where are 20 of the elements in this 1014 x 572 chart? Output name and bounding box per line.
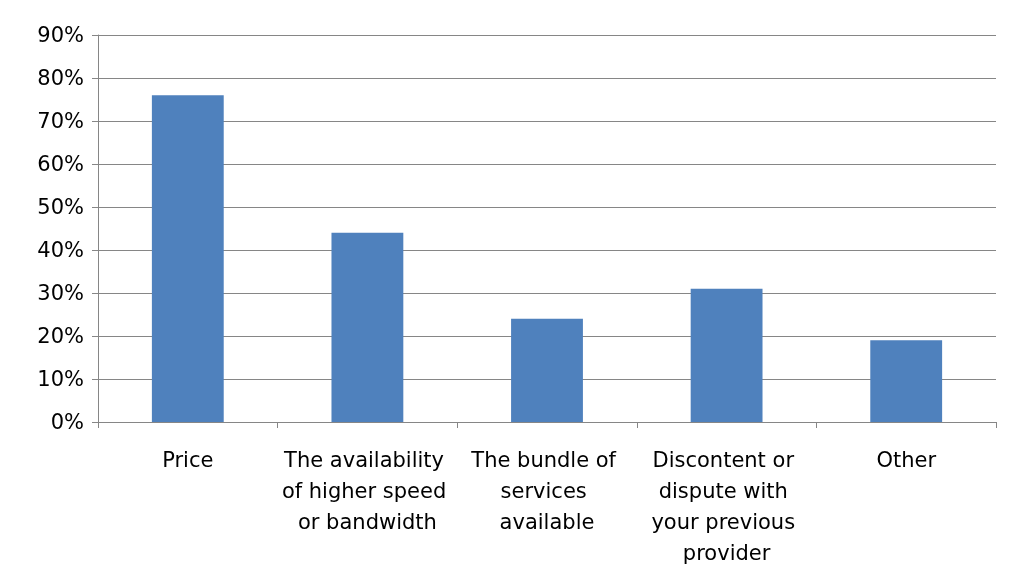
y-tick-label: 10% — [37, 367, 84, 391]
y-tick-label: 60% — [37, 152, 84, 176]
y-tick-label: 70% — [37, 109, 84, 133]
y-tick-label: 30% — [37, 281, 84, 305]
bar — [331, 232, 404, 422]
y-tick-label: 20% — [37, 324, 84, 348]
bar — [690, 288, 763, 422]
x-tick-label: The bundle of services available — [470, 447, 623, 534]
bar — [870, 340, 943, 422]
bar — [511, 318, 583, 422]
y-tick-label: 0% — [50, 410, 84, 434]
x-tick-label: The availability of higher speed or bandwidth — [281, 447, 453, 534]
y-tick-label: 90% — [37, 23, 84, 47]
y-tick-label: 80% — [37, 66, 84, 90]
x-tick-label: Price — [162, 447, 214, 472]
y-tick-label: 40% — [37, 238, 84, 262]
x-tick-label: Other — [876, 447, 937, 472]
x-tick-label: Discontent or dispute with your previous provider — [651, 447, 802, 565]
bar — [151, 95, 224, 422]
y-tick-label: 50% — [37, 195, 84, 219]
